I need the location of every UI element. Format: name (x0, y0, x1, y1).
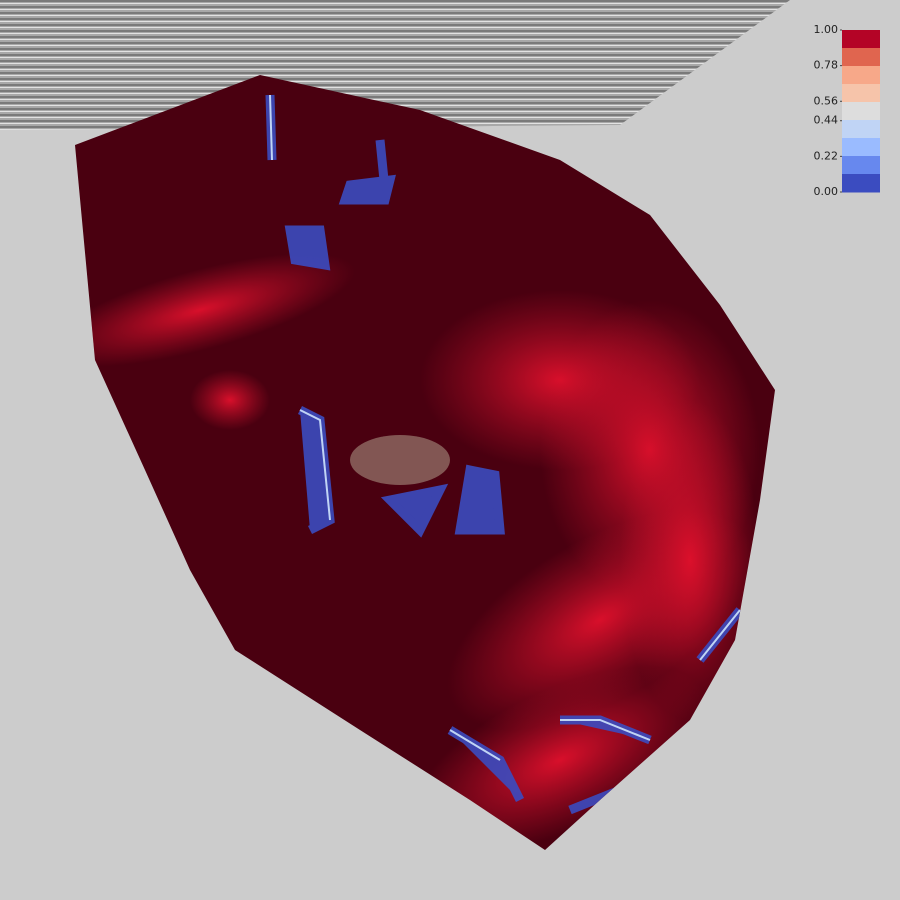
seismic-slice (0, 0, 790, 130)
tick-label: 0.00 (814, 185, 839, 198)
colorbar-bin (842, 120, 880, 139)
tick-label: 0.56 (814, 94, 839, 107)
colorbar-bin (842, 66, 880, 85)
colorbar-bin (842, 156, 880, 175)
colorbar-bin (842, 30, 880, 49)
tick-label: 1.00 (814, 23, 839, 36)
tick-label: 0.22 (814, 149, 839, 162)
colorbar-bin (842, 174, 880, 193)
colorbar-bin (842, 102, 880, 121)
colorbar-bin (842, 48, 880, 67)
tick-label: 0.44 (814, 114, 839, 127)
colorbar-bin (842, 84, 880, 103)
colorbar-bin (842, 138, 880, 157)
tick-label: 0.78 (814, 59, 839, 72)
colorbar: 1.00 0.78 0.56 0.44 0.22 0.00 (814, 23, 880, 198)
